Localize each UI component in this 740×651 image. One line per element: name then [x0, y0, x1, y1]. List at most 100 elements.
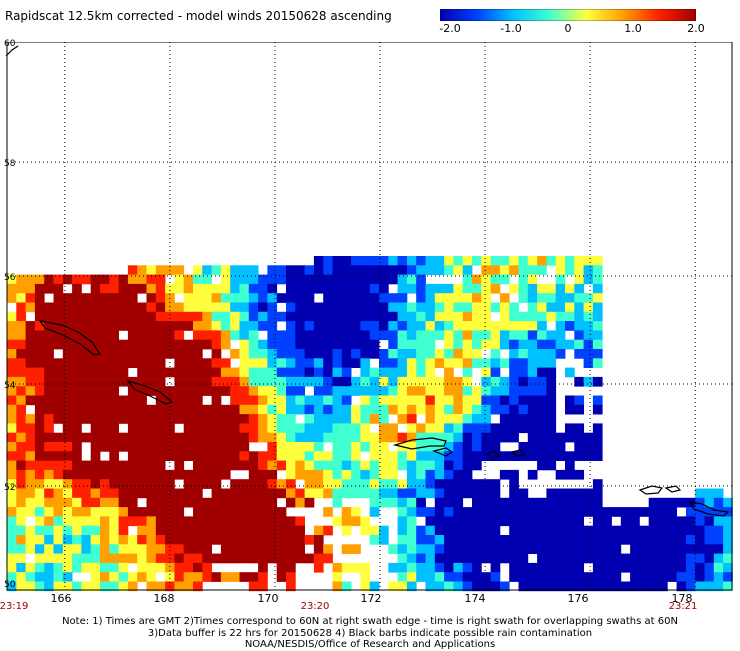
- wind-difference-cell: [25, 330, 36, 341]
- wind-difference-cell: [332, 330, 343, 341]
- wind-difference-cell: [72, 404, 82, 415]
- wind-difference-cell: [118, 497, 129, 508]
- wind-difference-cell: [658, 544, 668, 554]
- wind-difference-cell: [434, 283, 445, 294]
- wind-difference-cell: [537, 572, 547, 582]
- wind-difference-cell: [406, 358, 417, 368]
- wind-difference-cell: [276, 358, 287, 368]
- wind-difference-cell: [7, 442, 17, 452]
- wind-difference-cell: [453, 469, 464, 480]
- wind-difference-cell: [62, 507, 73, 517]
- wind-difference-cell: [220, 274, 231, 285]
- wind-difference-cell: [267, 302, 278, 313]
- wind-difference-cell: [499, 507, 510, 517]
- wind-difference-cell: [53, 432, 64, 443]
- wind-difference-cell: [658, 507, 668, 517]
- wind-difference-cell: [34, 358, 45, 368]
- wind-difference-cell: [34, 432, 45, 443]
- wind-difference-cell: [667, 544, 677, 554]
- wind-difference-cell: [472, 339, 482, 350]
- wind-difference-cell: [425, 339, 436, 350]
- wind-difference-cell: [546, 404, 557, 415]
- wind-difference-cell: [72, 321, 82, 331]
- wind-difference-cell: [313, 460, 324, 471]
- wind-difference-cell: [248, 349, 259, 359]
- wind-difference-cell: [351, 339, 361, 350]
- wind-difference-cell: [258, 488, 268, 499]
- wind-difference-cell: [351, 488, 361, 499]
- wind-difference-cell: [537, 507, 547, 517]
- wind-difference-cell: [416, 488, 426, 499]
- wind-difference-cell: [499, 376, 510, 387]
- wind-difference-cell: [100, 553, 110, 564]
- wind-difference-cell: [211, 442, 222, 452]
- wind-difference-cell: [72, 460, 82, 471]
- wind-difference-cell: [472, 562, 482, 573]
- wind-difference-cell: [490, 525, 501, 536]
- wind-difference-cell: [248, 293, 259, 303]
- wind-difference-cell: [369, 404, 380, 415]
- wind-difference-cell: [509, 265, 519, 275]
- wind-difference-cell: [416, 507, 426, 517]
- wind-difference-cell: [34, 311, 45, 322]
- wind-difference-cell: [202, 525, 212, 536]
- wind-difference-cell: [165, 516, 175, 527]
- wind-difference-cell: [220, 321, 231, 331]
- wind-difference-cell: [434, 581, 445, 592]
- wind-difference-cell: [323, 349, 333, 359]
- wind-difference-cell: [704, 572, 715, 582]
- wind-difference-cell: [425, 581, 436, 592]
- wind-difference-cell: [239, 442, 250, 452]
- wind-difference-cell: [286, 311, 296, 322]
- wind-difference-cell: [658, 516, 668, 527]
- wind-difference-cell: [323, 376, 333, 387]
- wind-difference-cell: [574, 265, 584, 275]
- wind-difference-cell: [109, 544, 119, 554]
- wind-difference-cell: [127, 330, 138, 341]
- wind-difference-cell: [295, 497, 305, 508]
- wind-difference-cell: [537, 516, 547, 527]
- wind-difference-cell: [16, 544, 26, 554]
- wind-difference-cell: [360, 367, 371, 378]
- wind-difference-cell: [44, 497, 54, 508]
- wind-difference-cell: [90, 572, 101, 582]
- wind-difference-cell: [53, 311, 64, 322]
- wind-difference-cell: [379, 497, 389, 508]
- wind-difference-cell: [379, 423, 389, 434]
- wind-difference-cell: [313, 265, 324, 275]
- wind-difference-cell: [62, 367, 73, 378]
- wind-difference-cell: [313, 544, 324, 554]
- wind-difference-cell: [704, 544, 715, 554]
- wind-difference-cell: [276, 367, 287, 378]
- wind-difference-cell: [34, 553, 45, 564]
- wind-difference-cell: [90, 516, 101, 527]
- wind-difference-cell: [509, 479, 519, 489]
- wind-difference-cell: [360, 311, 371, 322]
- wind-difference-cell: [90, 544, 101, 554]
- wind-difference-cell: [81, 488, 92, 499]
- wind-difference-cell: [351, 479, 361, 489]
- wind-difference-cell: [202, 376, 212, 387]
- wind-difference-cell: [685, 553, 696, 564]
- wind-difference-cell: [592, 507, 603, 517]
- wind-difference-cell: [369, 442, 380, 452]
- wind-difference-cell: [81, 404, 92, 415]
- wind-difference-cell: [90, 330, 101, 341]
- wind-difference-cell: [537, 414, 547, 424]
- wind-difference-cell: [100, 283, 110, 294]
- wind-difference-cell: [323, 358, 333, 368]
- wind-difference-cell: [444, 339, 454, 350]
- wind-difference-cell: [537, 525, 547, 536]
- wind-difference-cell: [53, 376, 64, 387]
- wind-difference-cell: [313, 442, 324, 452]
- wind-difference-cell: [146, 274, 157, 285]
- wind-difference-cell: [630, 535, 640, 545]
- wind-difference-cell: [444, 404, 454, 415]
- wind-difference-cell: [313, 469, 324, 480]
- wind-difference-cell: [685, 535, 696, 545]
- wind-difference-cell: [220, 451, 231, 461]
- wind-difference-cell: [202, 330, 212, 341]
- wind-difference-cell: [518, 265, 529, 275]
- wind-difference-cell: [406, 339, 417, 350]
- wind-difference-cell: [230, 479, 240, 489]
